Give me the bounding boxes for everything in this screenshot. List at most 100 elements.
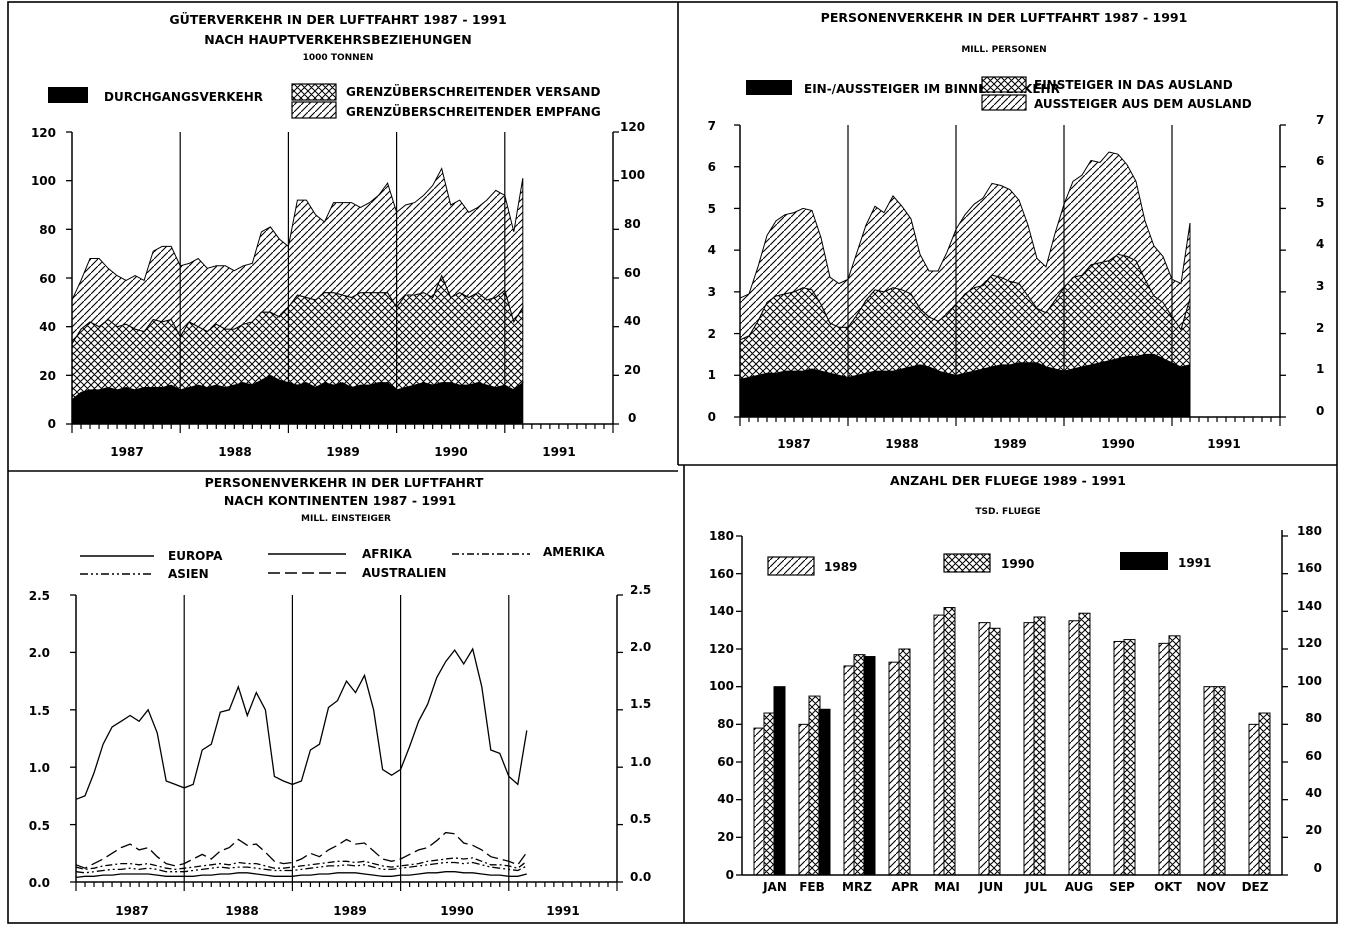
y-tick-label: 120 (1297, 636, 1322, 650)
y-tick-label: 4 (708, 243, 716, 257)
y-tick-label: 100 (709, 679, 734, 693)
x-tick-label: JAN (762, 880, 787, 894)
y-tick-label: 100 (31, 174, 56, 188)
x-tick-label: MRZ (842, 880, 872, 894)
chart1-y-ticks-left: 0 20 40 60 80 100 120 (31, 126, 56, 431)
x-tick-label: JUL (1024, 880, 1047, 894)
y-tick-label: 0 (1314, 861, 1322, 875)
y-tick-label: 6 (1316, 154, 1324, 168)
legend-label-1990: 1990 (1001, 557, 1034, 571)
y-tick-label: 40 (1305, 786, 1322, 800)
bar (1033, 616, 1046, 876)
chart1-legend: DURCHGANGSVERKEHR GRENZÜBERSCHREITENDER … (48, 83, 601, 119)
x-tick-label: OKT (1154, 880, 1183, 894)
y-tick-label: 1 (1316, 362, 1324, 376)
chart2-unit: MILL. PERSONEN (961, 45, 1046, 55)
y-tick-label: 20 (717, 830, 734, 844)
chart2-x-labels: 1987 1988 1989 1990 1991 (777, 437, 1240, 451)
bar (1123, 639, 1136, 876)
y-tick-label: 80 (1305, 711, 1322, 725)
y-tick-label: 0 (726, 868, 734, 882)
x-tick-label: MAI (934, 880, 960, 894)
chart4-x-labels: JAN FEB MRZ APR MAI JUN JUL AUG SEP OKT … (762, 880, 1269, 894)
chart4-plot (736, 535, 1288, 876)
y-tick-label: 1.0 (630, 755, 651, 769)
bar (933, 614, 946, 876)
y-tick-label: 120 (709, 642, 734, 656)
legend-label-empfang: GRENZÜBERSCHREITENDER EMPFANG (346, 104, 601, 119)
y-tick-label: 0 (708, 410, 716, 424)
bar (843, 665, 856, 876)
chart1-unit: 1000 TONNEN (303, 53, 374, 63)
y-tick-label: 60 (624, 266, 641, 280)
y-tick-label: 4 (1316, 237, 1324, 251)
x-tick-label: APR (891, 880, 918, 894)
legend-label-afrika: AFRIKA (362, 547, 412, 561)
y-tick-label: 180 (709, 529, 734, 543)
bar (1258, 712, 1271, 876)
chart3-title: PERSONENVERKEHR IN DER LUFTFAHRT (205, 475, 484, 490)
bar (808, 695, 821, 876)
legend-label-amerika: AMERIKA (543, 545, 605, 559)
y-tick-label: 1.0 (29, 761, 50, 775)
legend-swatch-durchgang (48, 87, 88, 103)
series-line (75, 831, 528, 869)
y-tick-label: 0.0 (29, 876, 50, 890)
series-area (71, 167, 524, 346)
y-tick-label: 2.5 (630, 583, 651, 597)
series-line (75, 857, 528, 871)
chart2-y-ticks-left: 0 1 2 3 4 5 6 7 (708, 119, 716, 424)
y-tick-label: 40 (39, 320, 56, 334)
x-tick-label: 1990 (1101, 437, 1134, 451)
panel-personenverkehr: PERSONENVERKEHR IN DER LUFTFAHRT 1987 - … (708, 10, 1325, 451)
y-tick-label: 1.5 (630, 697, 651, 711)
panel-frames (7, 1, 1338, 924)
y-tick-label: 20 (624, 363, 641, 377)
chart3-x-labels: 1987 1988 1989 1990 1991 (115, 904, 579, 918)
x-tick-label: 1988 (885, 437, 918, 451)
panel-fluege: ANZAHL DER FLUEGE 1989 - 1991 TSD. FLUEG… (709, 473, 1322, 894)
x-tick-label: DEZ (1242, 880, 1269, 894)
bar (798, 723, 811, 876)
y-tick-label: 2.0 (630, 640, 651, 654)
y-tick-label: 0 (628, 411, 636, 425)
bar (1078, 612, 1091, 876)
series-line (75, 861, 528, 874)
chart1-plot (66, 131, 619, 433)
x-tick-label: 1987 (777, 437, 810, 451)
chart1-x-labels: 1987 1988 1989 1990 1991 (110, 445, 575, 459)
y-tick-label: 140 (1297, 599, 1322, 613)
panel-kontinente: PERSONENVERKEHR IN DER LUFTFAHRT NACH KO… (29, 475, 652, 918)
y-tick-label: 40 (624, 314, 641, 328)
chart4-unit: TSD. FLUEGE (975, 507, 1040, 517)
y-tick-label: 7 (708, 119, 716, 133)
x-tick-label: 1990 (434, 445, 467, 459)
y-tick-label: 0 (1316, 404, 1324, 418)
y-tick-label: 120 (620, 120, 645, 134)
bar (943, 607, 956, 876)
chart3-subtitle: NACH KONTINENTEN 1987 - 1991 (224, 493, 456, 508)
y-tick-label: 0.0 (630, 870, 651, 884)
chart1-y-ticks-right: 0 20 40 60 80 100 120 (620, 120, 645, 425)
y-tick-label: 100 (1297, 674, 1322, 688)
bar (978, 622, 991, 876)
legend-label-durchgang: DURCHGANGSVERKEHR (104, 90, 263, 104)
x-tick-label: AUG (1065, 880, 1094, 894)
chart2-plot (734, 124, 1286, 426)
legend-swatch-1989 (767, 556, 815, 576)
x-tick-label: 1989 (326, 445, 359, 459)
y-tick-label: 3 (708, 285, 716, 299)
legend-swatch-binnen (746, 80, 792, 95)
legend-label-1989: 1989 (824, 560, 857, 574)
chart4-y-ticks-right: 0 20 40 60 80 100 120 140 160 180 (1297, 524, 1322, 875)
chart2-axes (739, 125, 1281, 418)
chart4-y-ticks-left: 0 20 40 60 80 100 120 140 160 180 (709, 529, 734, 882)
y-tick-label: 5 (1316, 196, 1324, 210)
bar (863, 656, 876, 876)
y-tick-label: 160 (1297, 561, 1322, 575)
chart3-y-ticks-left: 0.0 0.5 1.0 1.5 2.0 2.5 (29, 589, 50, 890)
x-tick-label: 1991 (1207, 437, 1240, 451)
bar (818, 708, 831, 876)
y-tick-label: 120 (31, 126, 56, 140)
